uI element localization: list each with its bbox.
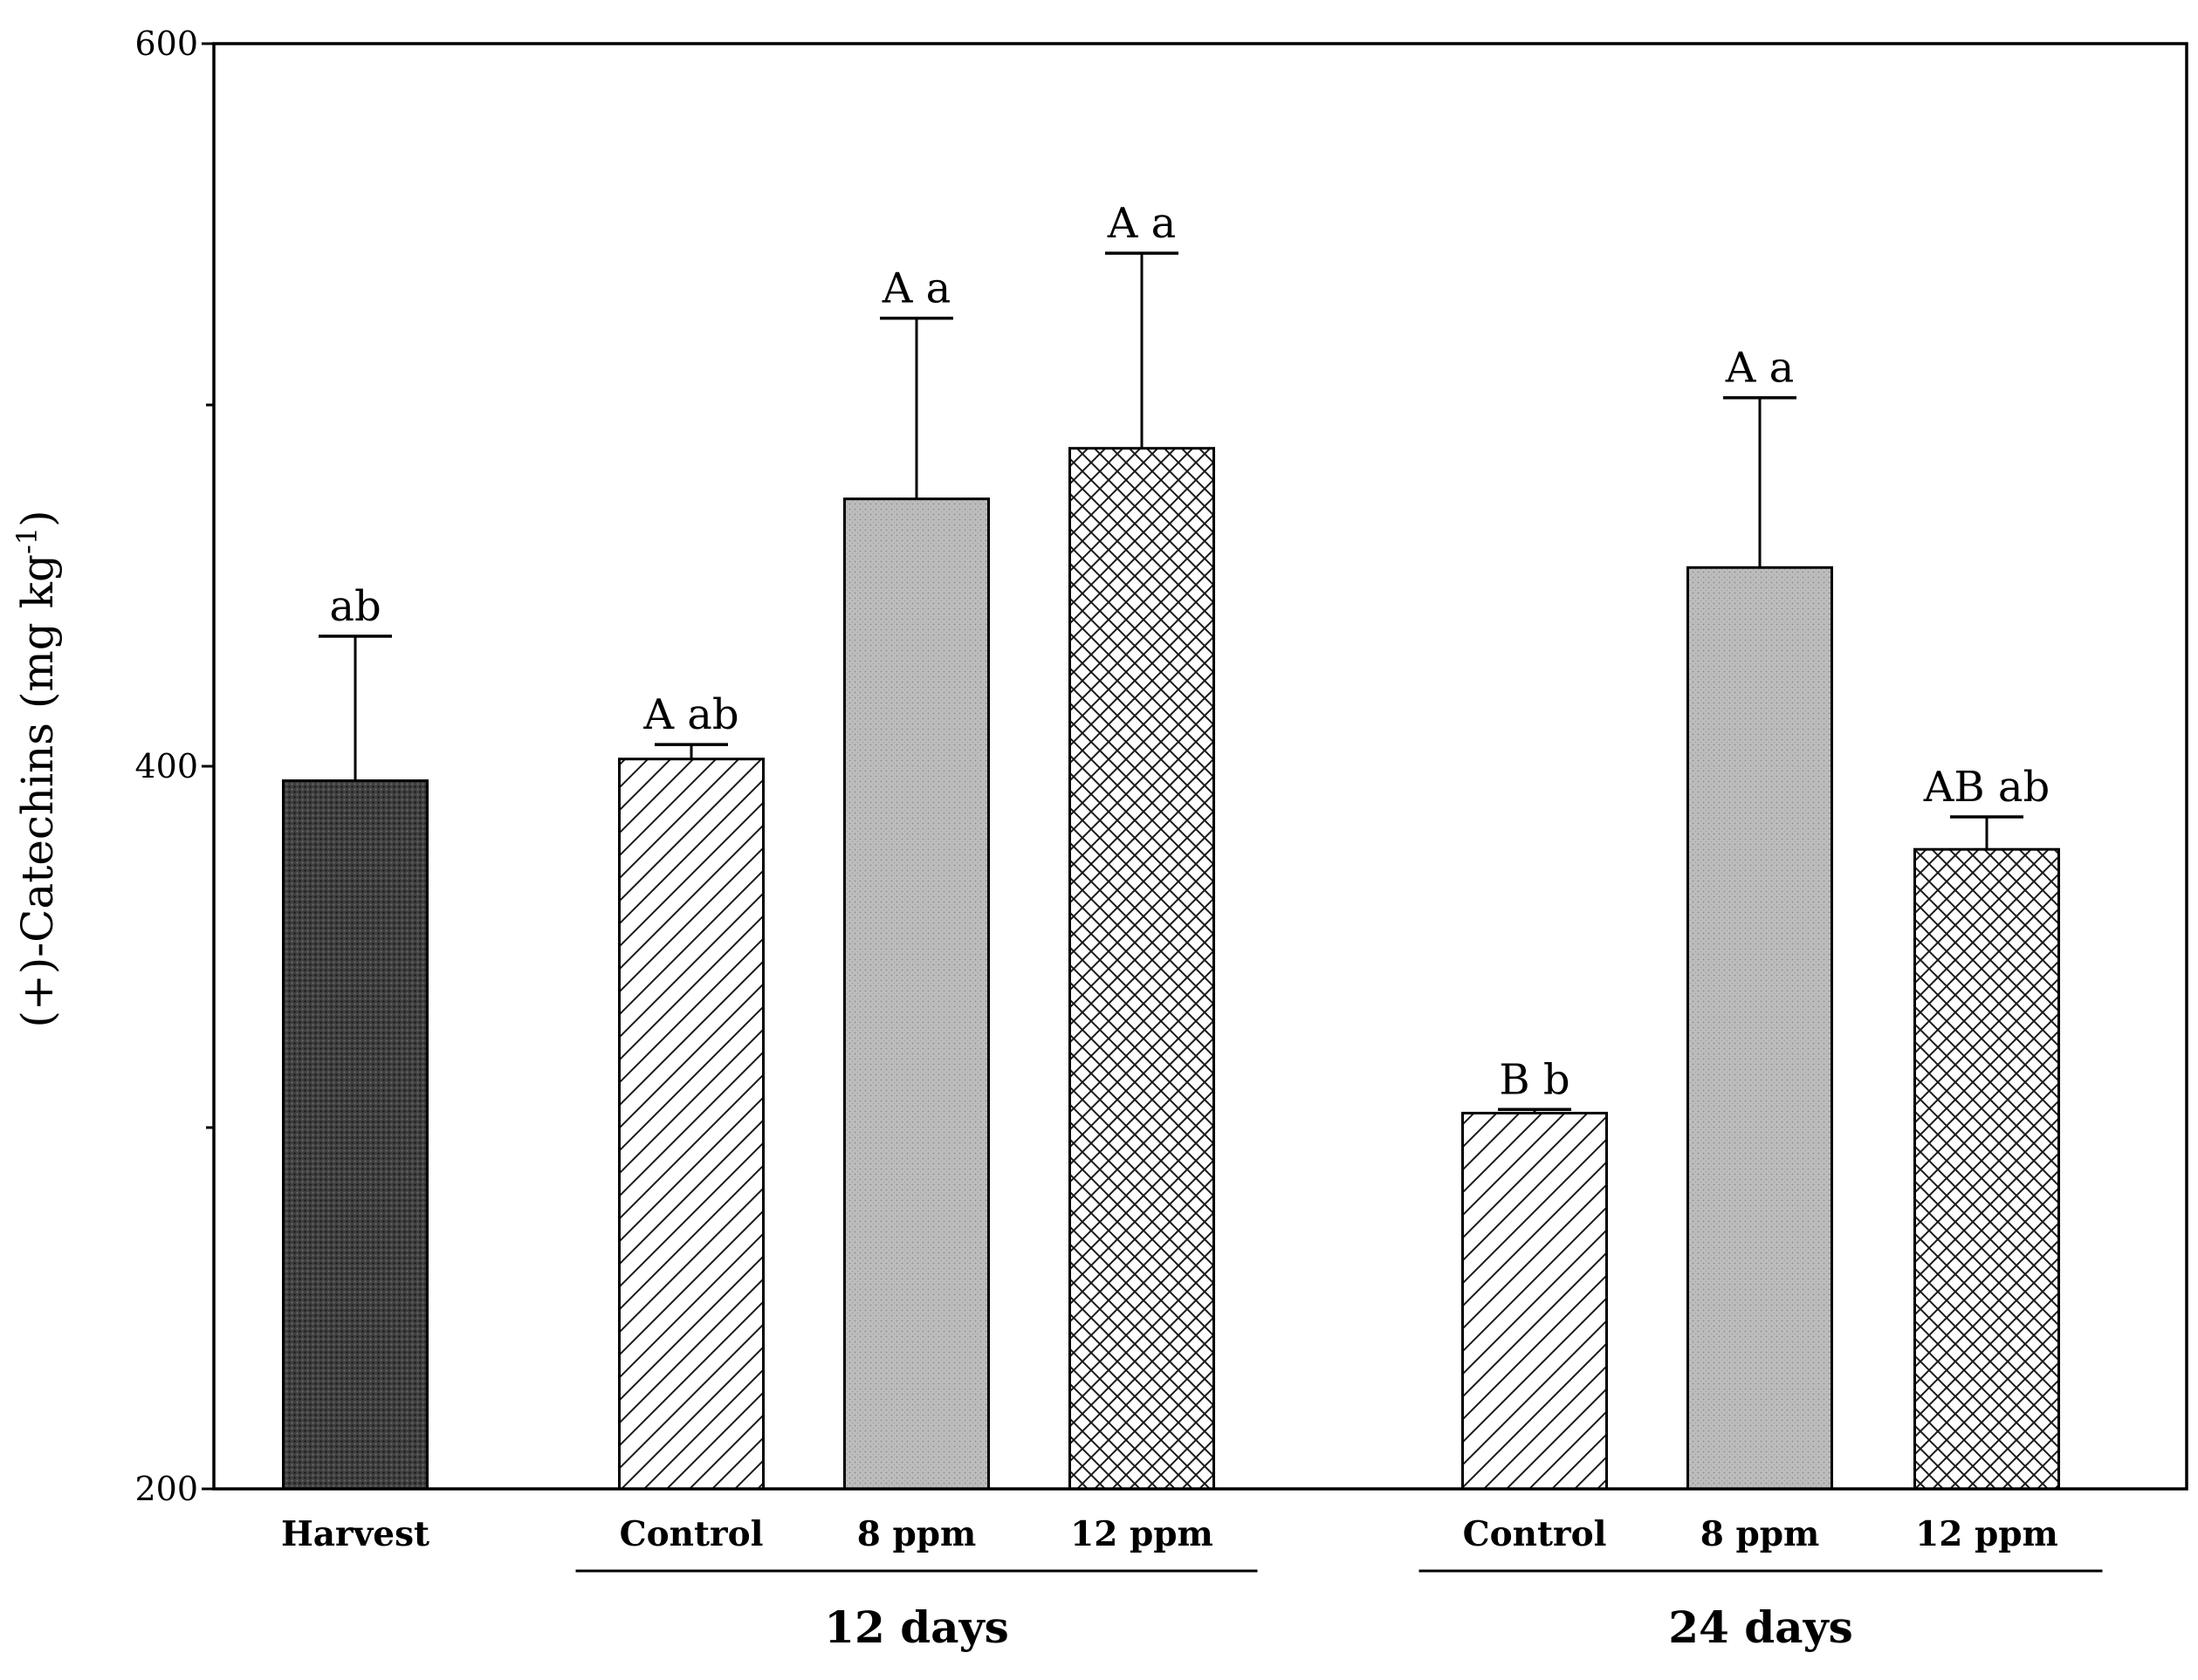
significance-label-1: ab bbox=[329, 582, 381, 631]
significance-label-5: B b bbox=[1499, 1055, 1570, 1104]
significance-label-4: A a bbox=[1107, 199, 1177, 248]
category-label-6: 8 ppm bbox=[1700, 1514, 1820, 1554]
y-tick-label-400: 400 bbox=[134, 747, 198, 785]
group-label-1: 12 days bbox=[824, 1601, 1009, 1653]
bar-6 bbox=[1686, 566, 1833, 1491]
category-label-5: Control bbox=[1463, 1514, 1607, 1554]
bar-7 bbox=[1913, 847, 2060, 1491]
category-label-1: Harvest bbox=[281, 1514, 429, 1554]
group-label-2: 24 days bbox=[1668, 1601, 1853, 1653]
bar-5 bbox=[1461, 1111, 1608, 1491]
category-label-7: 12 ppm bbox=[1915, 1514, 2058, 1554]
bar-1 bbox=[282, 779, 429, 1491]
significance-label-3: A a bbox=[882, 264, 951, 313]
y-tick-label-200: 200 bbox=[134, 1470, 198, 1508]
category-label-3: 8 ppm bbox=[857, 1514, 977, 1554]
bar-3 bbox=[843, 497, 990, 1491]
category-label-4: 12 ppm bbox=[1070, 1514, 1213, 1554]
y-tick-label-600: 600 bbox=[134, 24, 198, 63]
bar-4 bbox=[1068, 447, 1215, 1491]
category-label-2: Control bbox=[620, 1514, 764, 1554]
significance-label-2: A ab bbox=[642, 690, 738, 739]
y-axis-label: (+)-Catechins (mg kg-1) bbox=[10, 510, 63, 1027]
significance-label-6: A a bbox=[1725, 344, 1795, 393]
bar-2 bbox=[618, 758, 765, 1491]
significance-label-7: AB ab bbox=[1923, 763, 2050, 812]
